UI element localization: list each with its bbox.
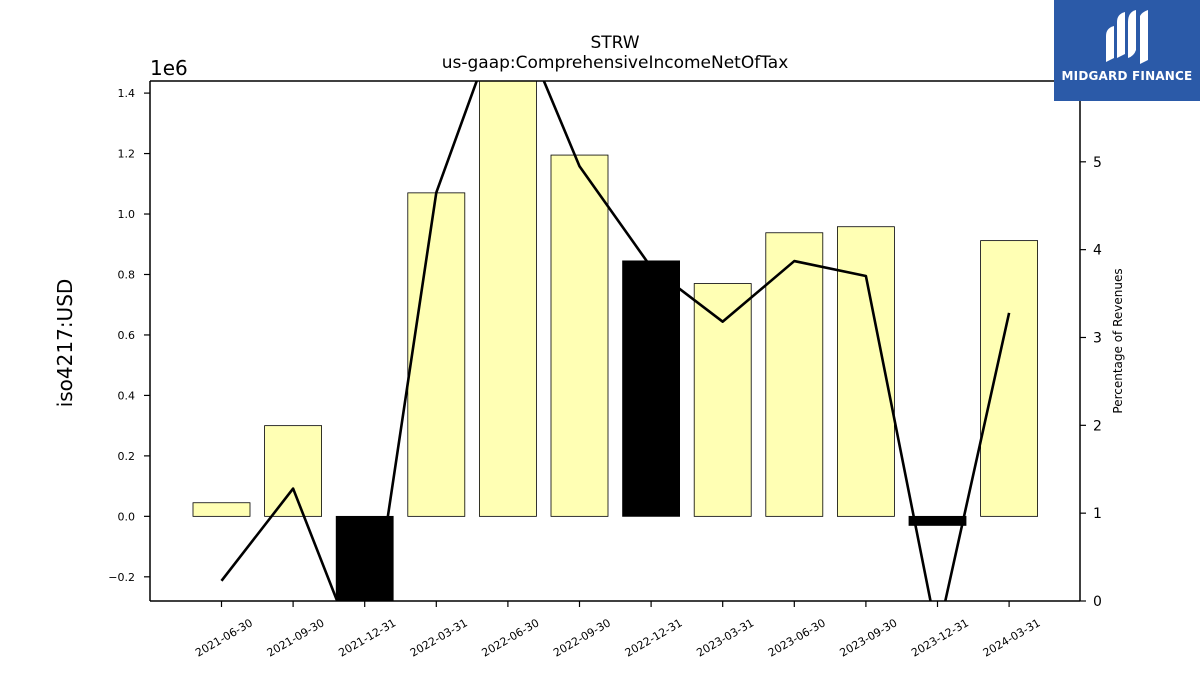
y-offset-label: 1e6: [150, 56, 188, 80]
bar-2024-03-31: [980, 240, 1038, 517]
chart-title: STRW: [590, 33, 639, 53]
y2-tick-label: 0: [1093, 594, 1102, 610]
y2-tick-label: 1: [1093, 506, 1102, 522]
bar-2023-06-30: [765, 232, 824, 517]
bar-2021-06-30: [192, 502, 251, 517]
x-tick-label: 2021-09-30: [265, 616, 327, 659]
x-tick-label: 2021-12-31: [336, 616, 398, 659]
bar-2022-06-30: [478, 81, 537, 517]
bar-2023-12-31: [908, 515, 967, 526]
x-tick-label: 2022-09-30: [551, 616, 613, 659]
y2-axis-label: Percentage of Revenues: [1111, 268, 1125, 413]
y-tick-label: 1.4: [118, 87, 136, 100]
y2-tick-label: 2: [1093, 418, 1102, 434]
bar-2023-03-31: [693, 283, 752, 517]
y2-tick-label: 3: [1093, 330, 1102, 346]
y-tick-label: 0.2: [118, 450, 136, 463]
x-tick-label: 2024-03-31: [981, 616, 1043, 659]
x-tick-label: 2021-06-30: [193, 616, 255, 659]
bar-2022-03-31: [407, 192, 466, 517]
bars-group: [192, 81, 1038, 601]
plot-area: −0.2 0.0 0.2 0.4 0.6 0.8 1.0 1.2 1.4 0 1 2 3 4 5 2021-0…: [108, 80, 1102, 660]
y2-tick-label: 5: [1093, 155, 1102, 171]
y-tick-label: −0.2: [108, 571, 135, 584]
x-tick-label: 2022-12-31: [623, 616, 685, 659]
bar-2021-12-31: [335, 515, 394, 601]
y-tick-label: 0.4: [118, 389, 136, 402]
logo-mark-icon: [1106, 10, 1148, 64]
logo-text: MIDGARD FINANCE: [1061, 69, 1193, 83]
y-tick-label: 0.8: [118, 268, 136, 281]
x-tick-label: 2023-06-30: [766, 616, 828, 659]
y-tick-label: 0.6: [118, 329, 136, 342]
y2-tick-label: 4: [1093, 243, 1102, 259]
bar-2022-12-31: [622, 260, 680, 517]
percentage-line: [220, 81, 1011, 601]
x-tick-label: 2023-09-30: [838, 616, 900, 659]
x-tick-label: 2023-12-31: [909, 616, 971, 659]
y-axis-label: iso4217:USD: [53, 279, 77, 408]
y-tick-label: 1.0: [118, 208, 136, 221]
y-tick-label: 1.2: [118, 148, 136, 161]
bar-2021-09-30: [264, 425, 323, 517]
x-tick-label: 2022-06-30: [480, 616, 542, 659]
midgard-finance-logo: MIDGARD FINANCE: [1054, 0, 1200, 101]
chart-subtitle: us-gaap:ComprehensiveIncomeNetOfTax: [442, 53, 789, 73]
bar-2022-09-30: [550, 154, 609, 517]
y-tick-label: 0.0: [118, 510, 136, 523]
x-tick-label: 2022-03-31: [408, 616, 470, 659]
x-tick-label: 2023-03-31: [694, 616, 756, 659]
